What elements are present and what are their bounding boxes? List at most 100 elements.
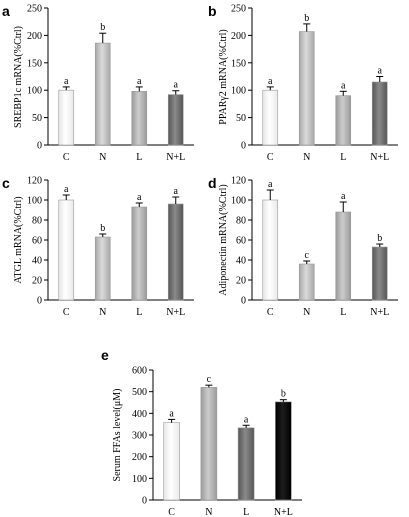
panel-a: a SREBP1c mRNA(%Ctrl) 0 50 100 150 200 250 a Cb… (2, 3, 194, 163)
panel-e-y-tick-label: 300 (132, 431, 147, 442)
panel-b-category-label: L (340, 152, 346, 163)
panel-c-y-tick-label: 80 (32, 216, 42, 227)
panel-a-significance-label: a (137, 76, 142, 87)
panel-c-significance-label: a (174, 186, 179, 197)
panel-c-bar (58, 199, 75, 301)
panel-d-category-label: L (340, 307, 346, 318)
panel-e-y-tick-label: 500 (132, 387, 147, 398)
panel-a-significance-label: a (64, 76, 69, 87)
panel-d-bar (335, 211, 352, 301)
panel-c-y-tick-label: 60 (32, 236, 42, 247)
panel-c-y-tick-label: 120 (27, 176, 42, 187)
panel-e-y-tick-label: 600 (132, 366, 147, 377)
panel-b-y-axis-label: PPARγ2 mRNA(%Ctrl) (218, 29, 229, 124)
panel-d-significance-label: a (268, 179, 273, 190)
panel-d-bar (371, 246, 388, 301)
panel-e-category-label: C (168, 507, 175, 517)
panel-b-category-label: C (267, 152, 274, 163)
panel-a-y-tick-label: 150 (27, 58, 42, 69)
panel-e-bar (200, 387, 218, 501)
panel-c-y-tick-label: 40 (32, 256, 42, 267)
panel-d-letter: d (208, 175, 217, 191)
panel-e-bar (275, 401, 292, 501)
panel-b-bar (262, 89, 279, 146)
panel-e-y-tick-label: 0 (142, 496, 147, 507)
panel-c-significance-label: a (137, 192, 142, 203)
panel-e: e Serum FFAs level(μM) 0 100 200 300 400 500 6… (101, 347, 302, 517)
panel-d-category-label: C (267, 307, 274, 318)
panel-e-y-axis-label: Serum FFAs level(μM) (112, 389, 123, 482)
panel-a-category-label: N (99, 152, 106, 163)
panel-b-bar (298, 31, 315, 146)
panel-e-significance-label: a (169, 408, 174, 419)
panel-d: d Adiponectin mRNA(%Ctrl) 0 20 40 60 80 100 12… (208, 175, 398, 318)
panel-c-bar (167, 203, 184, 301)
panel-c-y-tick-label: 0 (37, 296, 42, 307)
panel-a-y-tick-label: 0 (37, 141, 42, 152)
panel-b-y-tick-label: 0 (241, 141, 246, 152)
panel-d-y-tick-label: 40 (236, 256, 246, 267)
panel-a-bar (94, 42, 111, 146)
panel-a-y-tick-label: 100 (27, 86, 42, 97)
panel-d-y-tick-label: 80 (236, 216, 246, 227)
panel-c-significance-label: b (100, 223, 105, 234)
panel-c-category-label: N (99, 307, 106, 318)
panel-b-bar (371, 81, 388, 146)
panel-a-bar (167, 94, 184, 146)
panel-d-bar (298, 263, 315, 301)
panel-a-significance-label: a (174, 80, 179, 91)
panel-d-y-axis-label: Adiponectin mRNA(%Ctrl) (218, 184, 229, 295)
panel-e-category-label: L (243, 507, 249, 517)
panel-c-bar (131, 206, 148, 301)
panel-c-y-tick-label: 100 (27, 196, 42, 207)
panel-a-bar (131, 90, 148, 146)
panel-b-y-tick-label: 100 (231, 86, 246, 97)
panel-d-y-tick-label: 100 (231, 196, 246, 207)
panel-a-y-axis-label: SREBP1c mRNA(%Ctrl) (13, 26, 24, 128)
panel-b-y-tick-label: 250 (231, 4, 246, 15)
panel-e-y-tick-label: 200 (132, 452, 147, 463)
panel-e-significance-label: a (244, 414, 249, 425)
panel-a-category-label: L (136, 152, 142, 163)
panel-a-significance-label: b (100, 22, 105, 33)
panel-c-bar (94, 236, 111, 301)
panel-c-y-axis-label: ATGL mRNA(%Ctrl) (13, 196, 24, 283)
panel-c-category-label: N+L (166, 307, 185, 318)
panel-d-significance-label: c (305, 250, 310, 261)
panel-a-bar (58, 89, 75, 146)
panel-e-y-tick-label: 100 (132, 474, 147, 485)
panel-d-y-tick-label: 60 (236, 236, 246, 247)
panel-e-category-label: N+L (274, 507, 293, 517)
panel-c-letter: c (2, 175, 10, 191)
panel-e-bar (237, 427, 255, 501)
panel-a-category-label: C (63, 152, 70, 163)
panel-b-y-tick-label: 200 (231, 31, 246, 42)
panel-e-letter: e (101, 347, 109, 363)
panel-b-y-tick-label: 50 (236, 113, 246, 124)
panel-b-y-tick-label: 150 (231, 58, 246, 69)
panel-d-y-tick-label: 120 (231, 176, 246, 187)
panel-a-y-tick-label: 250 (27, 4, 42, 15)
panel-e-bar (163, 422, 180, 501)
panel-d-significance-label: b (377, 233, 382, 244)
panel-d-y-tick-label: 20 (236, 276, 246, 287)
panel-b: b PPARγ2 mRNA(%Ctrl) 0 50 100 150 200 250 a Cb N… (208, 3, 398, 163)
panel-c-y-tick-label: 20 (32, 276, 42, 287)
panel-a-category-label: N+L (166, 152, 185, 163)
panel-b-category-label: N+L (370, 152, 389, 163)
panel-e-significance-label: b (281, 389, 286, 400)
panel-a-y-tick-label: 200 (27, 31, 42, 42)
panel-e-category-label: N (205, 507, 212, 517)
panel-d-category-label: N (303, 307, 310, 318)
panel-d-bar (262, 199, 279, 301)
panel-e-y-tick-label: 400 (132, 409, 147, 420)
panel-e-significance-label: c (207, 374, 212, 385)
panel-c: c ATGL mRNA(%Ctrl) 0 20 40 60 80 100 120 a Cb Na L… (2, 175, 194, 318)
panel-d-category-label: N+L (370, 307, 389, 318)
panel-b-significance-label: a (378, 66, 383, 77)
panel-b-letter: b (208, 3, 217, 19)
panel-c-significance-label: a (64, 184, 69, 195)
panel-b-significance-label: a (268, 76, 273, 87)
panel-b-significance-label: a (341, 80, 346, 91)
